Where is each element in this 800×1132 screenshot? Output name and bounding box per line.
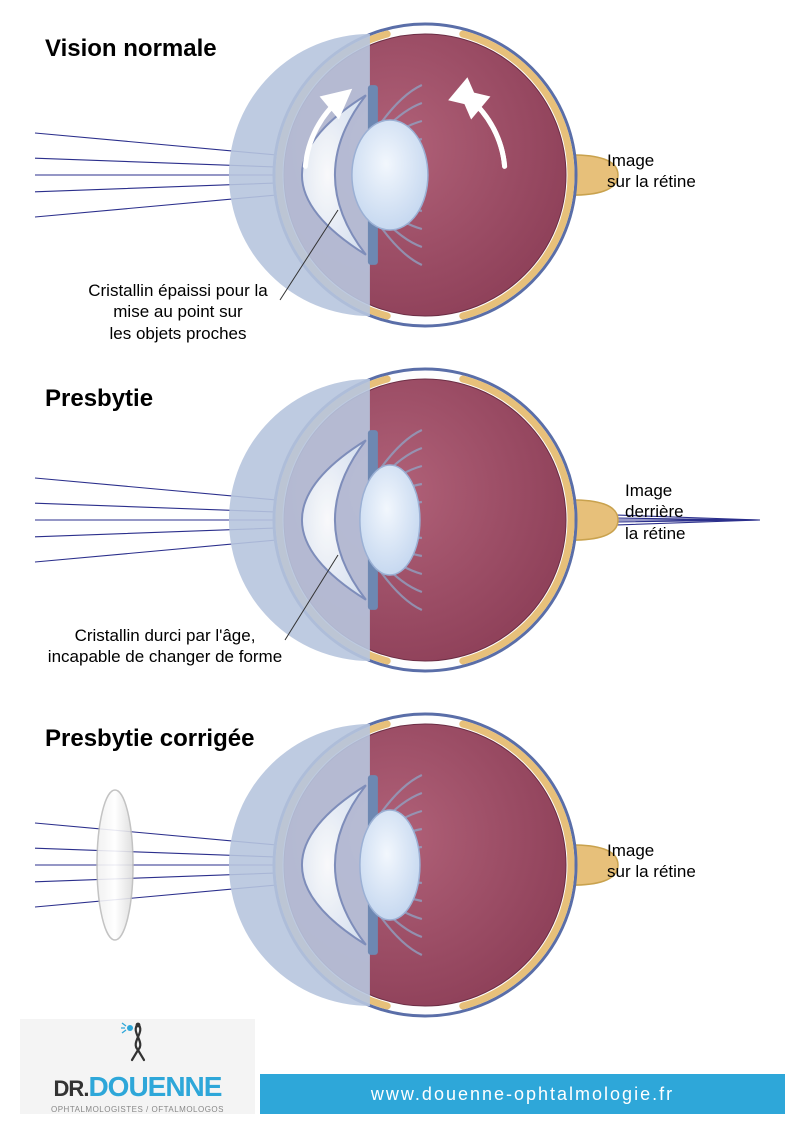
text: Imagederrièrela rétine: [625, 481, 685, 543]
label-cristallin-2: Cristallin durci par l'âge,incapable de …: [35, 625, 295, 668]
title-corrigee: Presbytie corrigée: [45, 725, 254, 753]
text: Imagesur la rétine: [607, 151, 696, 191]
label-image-1: Imagesur la rétine: [607, 150, 696, 193]
title-presbytie: Presbytie: [45, 385, 153, 413]
logo-name: DOUENNE: [88, 1071, 221, 1103]
label-image-3: Imagesur la rétine: [607, 840, 696, 883]
title-normal: Vision normale: [45, 35, 217, 63]
label-image-2: Imagederrièrela rétine: [625, 480, 685, 544]
text: Cristallin durci par l'âge,incapable de …: [48, 626, 282, 666]
label-cristallin-1: Cristallin épaissi pour lamise au point …: [68, 280, 288, 344]
logo-subtitle: OPHTALMOLOGISTES / OFTALMOLOGOS: [51, 1105, 224, 1114]
eye-corrigee: [35, 714, 618, 1016]
logo-box: DR.DOUENNE OPHTALMOLOGISTES / OFTALMOLOG…: [20, 1019, 255, 1114]
footer-url: www.douenne-ophtalmologie.fr: [371, 1084, 674, 1105]
text: Imagesur la rétine: [607, 841, 696, 881]
diagram-page: { "canvas":{"width":800,"height":1132,"b…: [0, 0, 800, 1132]
logo-icon: [120, 1020, 156, 1067]
logo-prefix: DR.: [54, 1076, 89, 1102]
footer-url-bar: www.douenne-ophtalmologie.fr: [260, 1074, 785, 1114]
text: Cristallin épaissi pour lamise au point …: [88, 281, 268, 343]
logo-text: DR.DOUENNE: [54, 1071, 222, 1103]
